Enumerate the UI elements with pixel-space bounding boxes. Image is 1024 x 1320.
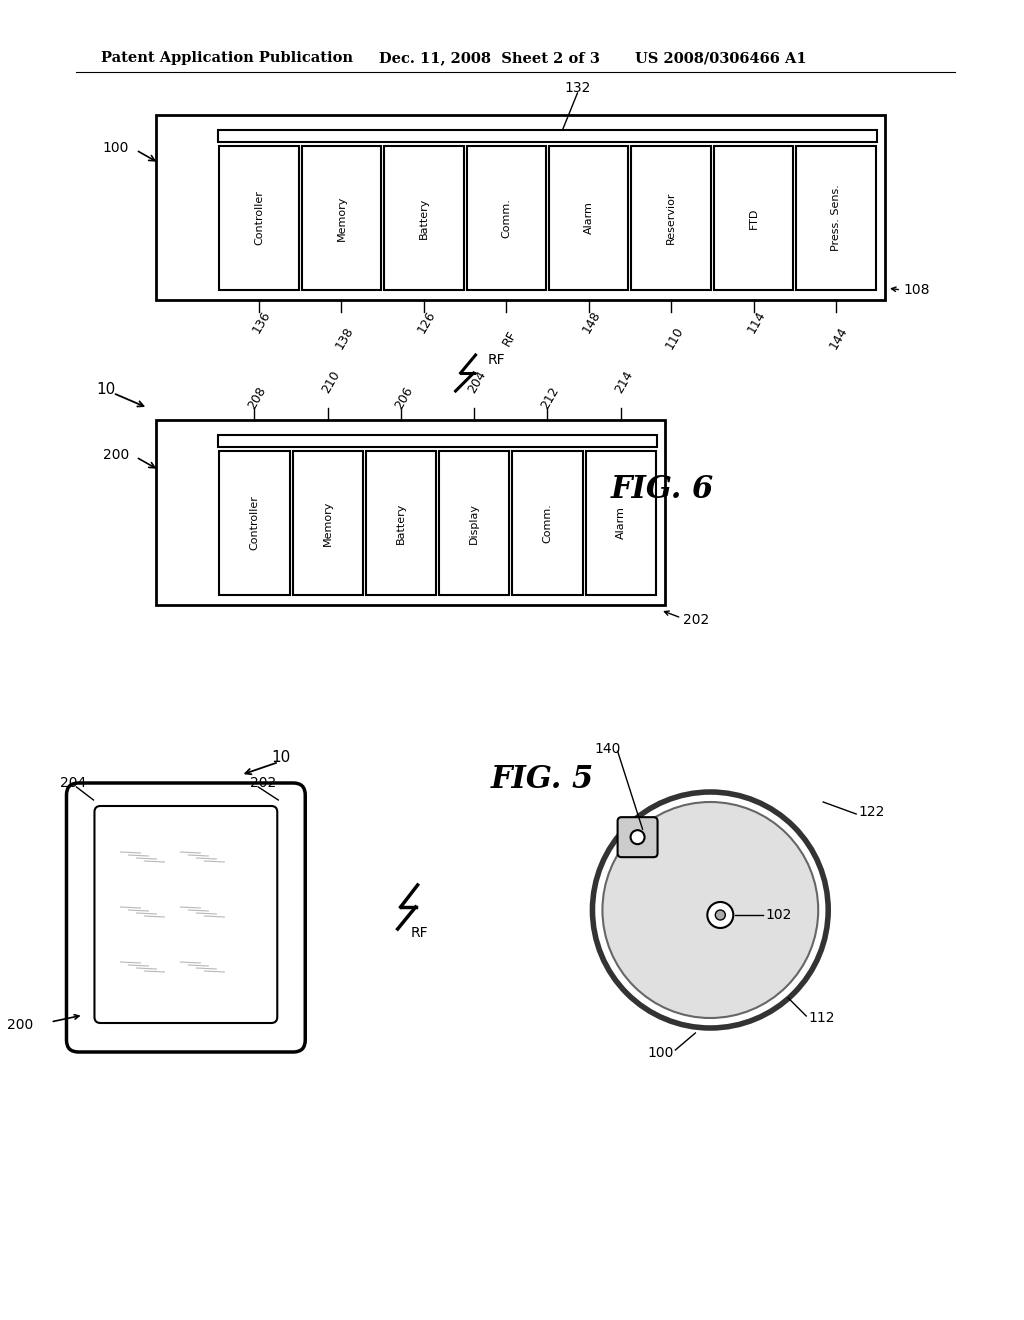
Bar <box>366 451 436 595</box>
Text: Controller: Controller <box>250 495 259 550</box>
FancyBboxPatch shape <box>617 817 657 857</box>
Text: RF: RF <box>500 327 519 348</box>
Bar <box>218 436 657 447</box>
Circle shape <box>716 909 725 920</box>
Text: 204: 204 <box>60 776 87 789</box>
Text: Dec. 11, 2008  Sheet 2 of 3: Dec. 11, 2008 Sheet 2 of 3 <box>379 51 599 65</box>
Text: 204: 204 <box>466 368 488 396</box>
Circle shape <box>593 792 828 1028</box>
Text: 200: 200 <box>102 447 129 462</box>
Text: 202: 202 <box>250 776 276 789</box>
Text: 102: 102 <box>765 908 792 921</box>
Text: 100: 100 <box>102 141 129 154</box>
Bar <box>467 147 546 290</box>
Bar <box>549 147 629 290</box>
Text: 210: 210 <box>319 368 342 396</box>
Text: Alarm: Alarm <box>615 507 626 540</box>
Text: 112: 112 <box>808 1011 835 1026</box>
Text: 202: 202 <box>683 612 710 627</box>
Bar <box>302 147 381 290</box>
Text: Memory: Memory <box>337 195 346 240</box>
Circle shape <box>708 902 733 928</box>
Text: 206: 206 <box>392 384 416 412</box>
Text: RF: RF <box>411 927 428 940</box>
Text: Display: Display <box>469 503 479 544</box>
Text: 114: 114 <box>745 309 768 335</box>
Text: Alarm: Alarm <box>584 202 594 235</box>
Text: FTD: FTD <box>749 207 759 228</box>
Bar <box>384 147 464 290</box>
FancyBboxPatch shape <box>94 807 278 1023</box>
Text: Battery: Battery <box>419 197 429 239</box>
Bar <box>219 451 290 595</box>
Text: 140: 140 <box>594 742 621 756</box>
FancyBboxPatch shape <box>67 783 305 1052</box>
Text: 100: 100 <box>647 1045 674 1060</box>
Text: Comm.: Comm. <box>502 198 511 238</box>
Text: 10: 10 <box>96 383 116 397</box>
Circle shape <box>631 830 644 845</box>
Text: 136: 136 <box>251 309 273 335</box>
Text: 126: 126 <box>416 309 438 335</box>
Text: Memory: Memory <box>323 500 333 545</box>
Text: US 2008/0306466 A1: US 2008/0306466 A1 <box>636 51 807 65</box>
Text: 138: 138 <box>333 325 356 351</box>
Text: 132: 132 <box>564 81 591 95</box>
Text: 148: 148 <box>581 309 603 335</box>
Text: Patent Application Publication: Patent Application Publication <box>101 51 353 65</box>
Text: Comm.: Comm. <box>543 503 553 543</box>
Text: 212: 212 <box>539 384 562 412</box>
Text: 214: 214 <box>612 368 635 396</box>
Text: RF: RF <box>487 352 505 367</box>
Bar <box>797 147 876 290</box>
Text: 110: 110 <box>663 325 686 351</box>
Bar <box>156 115 885 300</box>
Bar <box>156 420 666 605</box>
Bar <box>714 147 794 290</box>
Text: 144: 144 <box>827 325 851 351</box>
Circle shape <box>602 803 818 1018</box>
Text: Controller: Controller <box>254 190 264 246</box>
Bar <box>293 451 362 595</box>
Text: Press. Sens.: Press. Sens. <box>830 185 841 251</box>
Bar <box>586 451 656 595</box>
Text: FIG. 5: FIG. 5 <box>490 764 594 796</box>
Bar <box>512 451 583 595</box>
Text: 108: 108 <box>903 282 930 297</box>
Text: Reservior: Reservior <box>667 191 676 244</box>
Text: FIG. 6: FIG. 6 <box>610 474 714 506</box>
Bar <box>632 147 711 290</box>
Bar <box>219 147 299 290</box>
Bar <box>218 129 878 143</box>
Text: 10: 10 <box>271 751 291 766</box>
Text: 122: 122 <box>858 805 885 818</box>
Text: 200: 200 <box>7 1018 34 1032</box>
Text: 208: 208 <box>246 384 269 412</box>
Text: Battery: Battery <box>396 503 406 544</box>
Bar <box>439 451 509 595</box>
